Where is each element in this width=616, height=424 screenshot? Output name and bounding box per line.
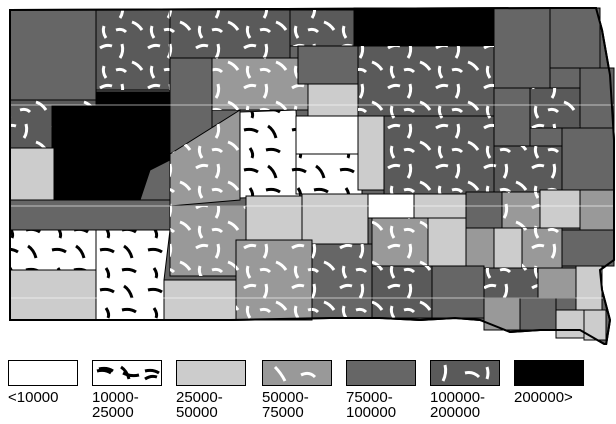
legend-item-cmax: 200000> [514, 360, 584, 405]
county [163, 279, 237, 321]
county [502, 192, 540, 228]
county [431, 265, 485, 319]
county [212, 58, 308, 110]
legend-item-c200k: 100000- 200000 [430, 360, 500, 420]
legend-swatch [346, 360, 416, 386]
county [494, 146, 562, 192]
county [493, 227, 523, 269]
county [579, 189, 615, 231]
county [358, 46, 494, 116]
county [427, 217, 467, 267]
choropleth-map [9, 7, 615, 345]
county [537, 267, 577, 299]
county [465, 191, 503, 229]
county [296, 154, 362, 194]
county [519, 297, 557, 331]
county [301, 193, 369, 245]
legend-swatch [92, 360, 162, 386]
county [9, 199, 171, 231]
county [579, 67, 615, 139]
county [372, 266, 432, 318]
county [493, 7, 551, 89]
county [312, 244, 372, 318]
county [561, 127, 615, 191]
grid-lines [10, 104, 614, 299]
county [539, 189, 581, 229]
county [583, 309, 607, 341]
county [96, 10, 170, 90]
legend-item-c10k: <10000 [8, 360, 78, 405]
county [549, 7, 601, 69]
county [295, 115, 359, 155]
legend-label: 50000- 75000 [262, 389, 309, 421]
county [9, 269, 97, 321]
county [357, 115, 385, 191]
county [170, 110, 240, 206]
legend-swatch [514, 360, 584, 386]
county [555, 309, 585, 339]
county [493, 87, 531, 147]
legend-label: 10000- 25000 [92, 389, 139, 421]
county [307, 83, 365, 117]
legend-label: 200000> [514, 389, 573, 406]
county [96, 230, 170, 320]
county [236, 240, 312, 320]
county [170, 10, 290, 60]
county [561, 229, 615, 267]
county [465, 227, 495, 269]
county [240, 110, 300, 198]
county [353, 7, 445, 47]
legend-label: 75000- 100000 [346, 389, 397, 421]
county [530, 88, 580, 128]
legend-swatch [262, 360, 332, 386]
county [575, 265, 603, 311]
county [9, 9, 97, 101]
county [297, 45, 359, 85]
county [483, 297, 521, 331]
legend-item-c50k: 25000- 50000 [176, 360, 246, 420]
legend-swatch [176, 360, 246, 386]
legend-swatch [8, 360, 78, 386]
legend-swatch [430, 360, 500, 386]
county [10, 230, 96, 270]
legend-label: <10000 [8, 389, 59, 406]
legend-item-c75k: 50000- 75000 [262, 360, 332, 420]
county [384, 116, 494, 196]
legend-label: 25000- 50000 [176, 389, 223, 421]
legend-item-c100k: 75000- 100000 [346, 360, 416, 420]
county [484, 268, 538, 298]
state-border [9, 7, 615, 345]
legend-label: 100000- 200000 [430, 389, 486, 421]
county [290, 10, 354, 46]
county [170, 206, 246, 276]
county [9, 147, 55, 201]
county [522, 228, 562, 268]
legend-item-c25k: 10000- 25000 [92, 360, 162, 420]
county [245, 195, 303, 241]
county [372, 218, 428, 266]
